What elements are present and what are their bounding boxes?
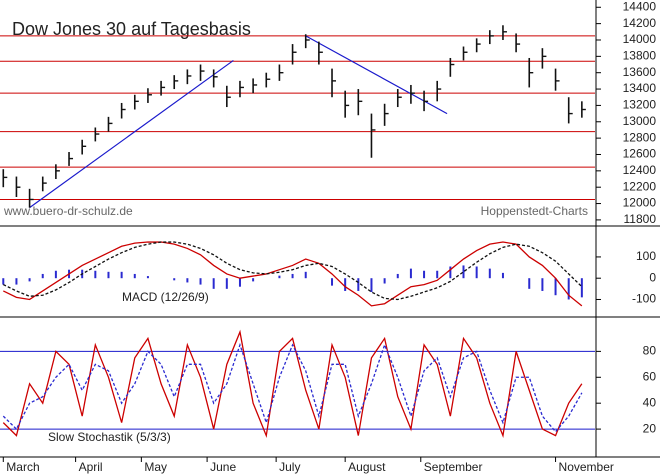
y-tick-label: 13600 xyxy=(623,65,657,79)
stochastic-label: Slow Stochastik (5/3/3) xyxy=(48,430,171,444)
series-line xyxy=(2,342,583,433)
credit: Hoppenstedt-Charts xyxy=(481,204,588,218)
y-tick-label: 14200 xyxy=(623,16,657,30)
x-tick-label: September xyxy=(424,460,483,474)
y-tick-label: 12000 xyxy=(623,196,657,210)
y-tick-label: 12200 xyxy=(623,179,657,193)
x-tick-label: March xyxy=(6,460,39,474)
y-tick-label: 13400 xyxy=(623,81,657,95)
y-tick-label: 11800 xyxy=(624,212,657,226)
y-tick-label: 12400 xyxy=(623,163,657,177)
chart-title: Dow Jones 30 auf Tagesbasis xyxy=(12,19,251,39)
y-tick-label: 13800 xyxy=(623,49,657,63)
y-tick-label: 40 xyxy=(643,395,657,409)
y-tick-label: 14400 xyxy=(623,0,657,13)
source: www.buero-dr-schulz.de xyxy=(3,204,133,218)
trendline xyxy=(29,59,234,209)
x-tick-label: July xyxy=(279,460,300,474)
x-tick-label: April xyxy=(79,460,103,474)
series-line xyxy=(3,241,583,307)
y-tick-label: 20 xyxy=(643,421,657,435)
y-tick-label: 13000 xyxy=(623,114,657,128)
y-tick-label: 60 xyxy=(643,369,657,383)
series-line xyxy=(3,241,583,301)
x-tick-label: November xyxy=(559,460,614,474)
macd-label: MACD (12/26/9) xyxy=(122,290,209,304)
x-tick-label: June xyxy=(210,460,236,474)
y-tick-label: 80 xyxy=(643,344,657,358)
series-line xyxy=(2,329,583,438)
y-tick-label: 12600 xyxy=(623,147,657,161)
y-tick-label: 13200 xyxy=(623,98,657,112)
y-tick-label: 12800 xyxy=(623,130,657,144)
y-tick-label: 0 xyxy=(649,270,656,284)
y-tick-label: 100 xyxy=(636,249,656,263)
x-tick-label: May xyxy=(144,460,167,474)
y-tick-label: 14000 xyxy=(623,32,657,46)
x-tick-label: August xyxy=(348,460,386,474)
y-tick-label: -100 xyxy=(632,292,656,306)
